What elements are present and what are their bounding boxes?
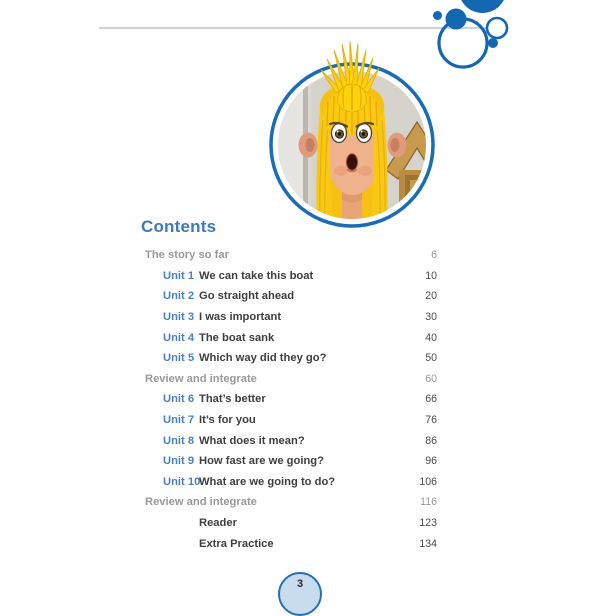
toc-row-sub: Reader 123 — [143, 513, 437, 534]
bubble-dot-bottom — [488, 38, 498, 48]
character-portrait — [269, 40, 435, 228]
unit-label: Unit 7 — [163, 414, 195, 427]
toc-row-unit: Unit 8 What does it mean? 86 — [143, 430, 437, 451]
toc-row-unit: Unit 2 Go straight ahead 20 — [143, 286, 437, 307]
mouth — [345, 153, 359, 173]
bubble-small-ring — [485, 16, 509, 40]
bubble-large-ring — [437, 17, 489, 69]
toc-row-unit: Unit 9 How fast are we going? 96 — [143, 451, 437, 472]
page-number: 3 — [296, 578, 304, 590]
toc-row-section: Review and integrate 60 — [143, 369, 437, 390]
page-ref: 66 — [425, 393, 437, 406]
toc-row-unit: Unit 7 It’s for you 76 — [143, 410, 437, 431]
unit-label: Unit 5 — [163, 352, 195, 365]
header-rule — [99, 27, 487, 29]
book-contents-page: { "meta": { "heading": "Contents", "page… — [99, 0, 509, 616]
decorative-bubbles-icon — [433, 0, 509, 69]
unit-title: What does it mean? — [199, 434, 305, 447]
eyebrows — [328, 121, 375, 128]
page-ref: 50 — [425, 352, 437, 365]
section-title: The story so far — [145, 249, 229, 262]
toc-row-unit: Unit 1 We can take this boat 10 — [143, 266, 437, 287]
unit-label: Unit 1 — [163, 269, 195, 282]
page-ref: 106 — [419, 475, 437, 488]
page-ref: 60 — [425, 372, 437, 385]
page-number-bubble: 3 — [278, 572, 322, 616]
unit-title: I was important — [199, 311, 282, 324]
bubble-dot-small — [433, 11, 442, 20]
toc-row-section: The story so far 6 — [143, 245, 437, 266]
toc-row-unit: Unit 10 What are we going to do? 106 — [143, 472, 437, 493]
toc-row-unit: Unit 6 That’s better 66 — [143, 389, 437, 410]
toc-row-unit: Unit 5 Which way did they go? 50 — [143, 348, 437, 369]
unit-label: Unit 4 — [163, 331, 195, 344]
unit-label: Unit 10 — [163, 475, 201, 488]
sub-title: Extra Practice — [199, 537, 274, 550]
bubble-large-filled — [461, 0, 504, 13]
page-ref: 6 — [431, 249, 437, 262]
toc-row-unit: Unit 3 I was important 30 — [143, 307, 437, 328]
unit-title: That’s better — [199, 393, 266, 406]
unit-label: Unit 8 — [163, 434, 195, 447]
toc-row-sub: Extra Practice 134 — [143, 533, 437, 554]
unit-title: The boat sank — [199, 331, 275, 344]
unit-title: Go straight ahead — [199, 290, 295, 303]
page-ref: 76 — [425, 414, 437, 427]
page-ref: 134 — [419, 537, 437, 550]
unit-title: How fast are we going? — [199, 455, 324, 468]
ears — [298, 132, 407, 158]
crown-icon — [320, 40, 380, 113]
page-ref: 20 — [425, 290, 437, 303]
page-ref: 96 — [425, 455, 437, 468]
toc-row-unit: Unit 4 The boat sank 40 — [143, 327, 437, 348]
unit-label: Unit 2 — [163, 290, 195, 303]
page-ref: 116 — [420, 496, 437, 509]
table-of-contents: The story so far 6 Unit 1 We can take th… — [143, 245, 437, 554]
character-photo — [278, 71, 426, 219]
page-ref: 30 — [425, 311, 437, 324]
section-title: Review and integrate — [145, 372, 257, 385]
page-ref: 40 — [425, 331, 437, 344]
unit-title: What are we going to do? — [199, 475, 336, 488]
page-title: Contents — [141, 217, 217, 236]
hair-side-strands — [316, 110, 388, 219]
unit-title: It’s for you — [199, 414, 256, 427]
page-ref: 10 — [425, 269, 437, 282]
eyes — [330, 122, 373, 144]
section-title: Review and integrate — [145, 496, 257, 509]
unit-label: Unit 6 — [163, 393, 195, 406]
page-ref: 123 — [419, 517, 437, 530]
unit-title: We can take this boat — [199, 269, 314, 282]
sub-title: Reader — [199, 517, 237, 530]
unit-label: Unit 9 — [163, 455, 195, 468]
unit-title: Which way did they go? — [199, 352, 327, 365]
page-ref: 86 — [425, 434, 437, 447]
unit-label: Unit 3 — [163, 311, 195, 324]
toc-row-section: Review and integrate 116 — [143, 492, 437, 513]
